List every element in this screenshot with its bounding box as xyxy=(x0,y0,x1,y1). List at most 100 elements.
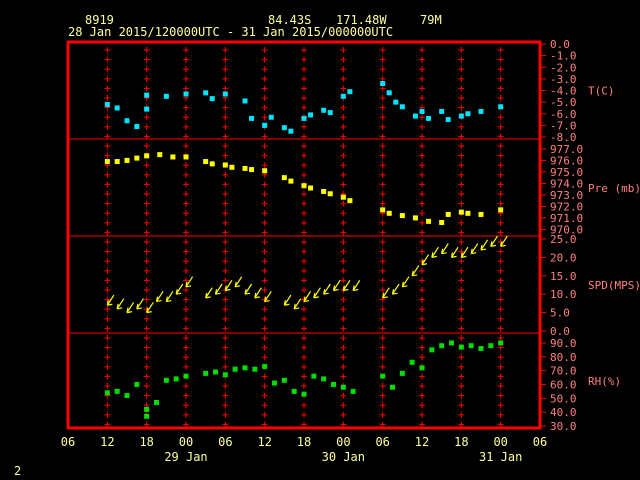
pressure-point xyxy=(203,159,209,165)
relative-humidity-point xyxy=(213,369,218,375)
y-tick-label: 0.0 xyxy=(550,325,570,338)
pressure-point xyxy=(288,178,294,184)
wind-speed-axis-label: SPD(MPS) xyxy=(588,279,640,292)
temperature-point xyxy=(327,110,333,116)
y-tick-label: 60.0 xyxy=(550,378,577,391)
temperature-point xyxy=(104,101,110,107)
wind-barb-head xyxy=(490,241,493,247)
wind-barb-head xyxy=(421,263,428,266)
pressure-point xyxy=(321,188,327,194)
y-tick-label: 40.0 xyxy=(550,406,577,419)
wind-arrow xyxy=(185,276,194,288)
pressure-point xyxy=(281,175,287,181)
x-tick-label: 00 xyxy=(336,435,350,449)
temperature-point xyxy=(340,93,346,99)
wind-arrow xyxy=(254,287,262,299)
temperature-point xyxy=(144,92,150,98)
wind-barb-head xyxy=(165,296,168,302)
wind-barb-head xyxy=(471,252,477,255)
relative-humidity-point xyxy=(419,365,425,371)
wind-barb-head xyxy=(234,281,237,287)
wind-barb-head xyxy=(431,255,437,258)
temperature-point xyxy=(203,90,209,96)
wind-barb-head xyxy=(126,311,133,314)
relative-humidity-point xyxy=(301,391,307,397)
wind-arrow xyxy=(323,283,331,295)
y-tick-label: -4.0 xyxy=(550,85,577,98)
wind-arrow xyxy=(421,254,430,266)
y-tick-label: 973.0 xyxy=(550,189,583,202)
pressure-point xyxy=(144,153,150,159)
wind-arrow xyxy=(313,287,321,299)
wind-barb-head xyxy=(382,296,388,299)
day-label: 31 Jan xyxy=(479,450,522,464)
wind-barb-head xyxy=(176,292,182,295)
relative-humidity-point xyxy=(222,372,228,378)
wind-barb-head xyxy=(392,292,398,295)
relative-humidity-point xyxy=(409,359,415,365)
y-tick-label: 974.0 xyxy=(550,177,583,190)
temperature-point xyxy=(465,111,471,117)
wind-arrow xyxy=(441,243,449,255)
frame-border xyxy=(66,40,542,430)
temperature-point xyxy=(439,108,445,114)
pressure-point xyxy=(262,168,268,174)
wind-barb-head xyxy=(303,299,310,303)
wind-arrow xyxy=(146,302,154,313)
wind-speed-series xyxy=(106,235,508,314)
wind-barb-head xyxy=(244,289,247,295)
pressure-point xyxy=(465,210,471,216)
temperature-point xyxy=(426,115,432,121)
relative-humidity-point xyxy=(173,376,179,382)
wind-barb-head xyxy=(401,281,404,287)
x-tick-label: 00 xyxy=(179,435,193,449)
relative-humidity-point xyxy=(163,377,169,383)
y-tick-label: 25.0 xyxy=(550,233,577,246)
wind-barb-head xyxy=(480,248,487,251)
wind-arrow xyxy=(165,291,174,302)
temperature-point xyxy=(134,124,140,130)
wind-arrow xyxy=(352,279,361,291)
pressure-point xyxy=(209,161,215,167)
wind-arrow xyxy=(470,243,479,255)
wind-barb-head xyxy=(294,307,300,310)
wind-barb-head xyxy=(431,252,434,258)
temperature-point xyxy=(268,114,274,120)
y-tick-label: -8.0 xyxy=(550,131,577,144)
wind-arrow xyxy=(116,298,125,310)
wind-arrow xyxy=(431,246,439,258)
temperature-point xyxy=(380,81,386,87)
wind-barb-head xyxy=(175,289,178,295)
wind-arrow xyxy=(224,279,233,291)
temperature-point xyxy=(412,113,418,119)
elevation: 79M xyxy=(420,13,442,27)
wind-arrow xyxy=(382,287,390,299)
pressure-point xyxy=(445,211,451,217)
temperature-point xyxy=(242,98,248,104)
wind-arrow xyxy=(332,279,341,291)
wind-arrow xyxy=(205,287,213,299)
relative-humidity-point xyxy=(154,399,159,405)
x-tick-label: 18 xyxy=(139,435,153,449)
wind-barb-head xyxy=(107,303,113,306)
pressure-point xyxy=(301,183,307,189)
temperature-series xyxy=(104,81,504,134)
pressure-point xyxy=(308,185,314,191)
temperature-point xyxy=(419,108,425,114)
temperature-point xyxy=(393,99,399,105)
wind-barb-head xyxy=(205,292,208,298)
wind-barb-head xyxy=(146,307,149,313)
wind-barb-head xyxy=(333,288,339,292)
pressure-point xyxy=(157,152,163,158)
station-id: 8919 xyxy=(85,13,114,27)
panels xyxy=(104,81,508,419)
wind-arrow xyxy=(450,246,459,258)
frame-number: 2 xyxy=(14,464,21,478)
wind-barb-head xyxy=(421,259,424,265)
wind-barb-head xyxy=(254,296,260,299)
wind-barb-head xyxy=(185,285,192,288)
x-tick-label: 06 xyxy=(375,435,389,449)
relative-humidity-point xyxy=(488,343,494,349)
y-tick-label: 977.0 xyxy=(550,143,583,156)
pressure-axis-label: Pre (mb) xyxy=(588,182,640,195)
